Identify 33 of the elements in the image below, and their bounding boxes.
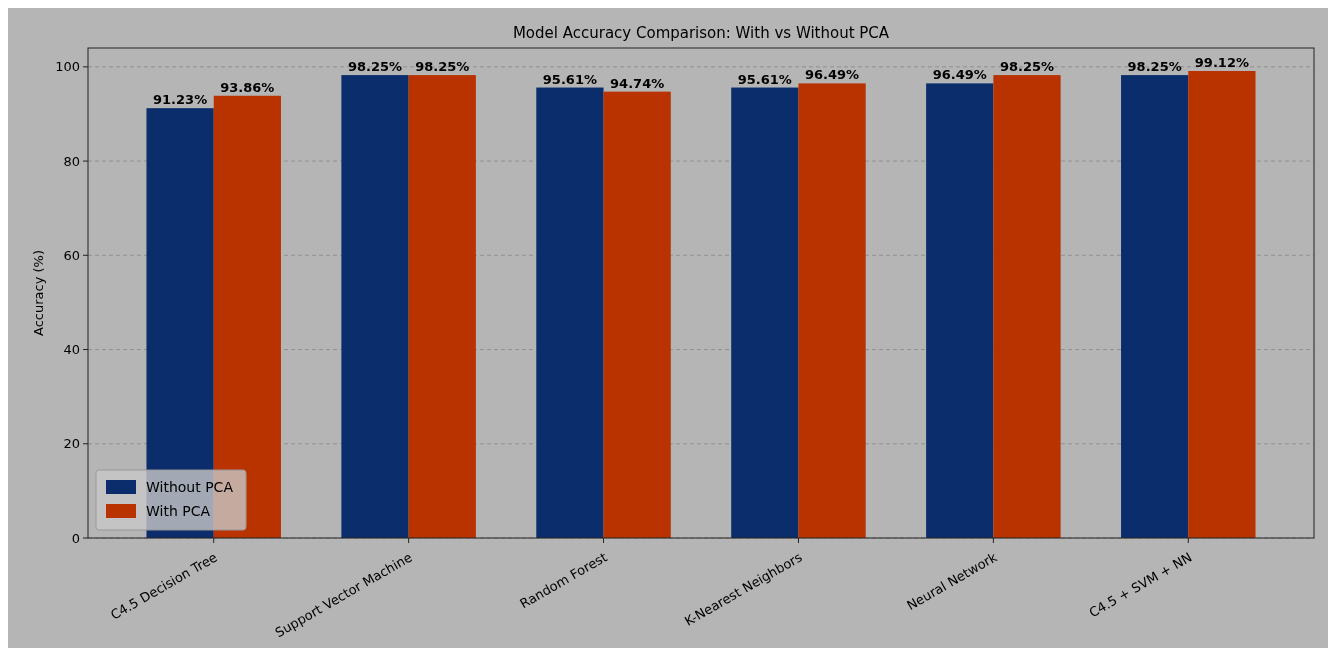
data-label: 93.86% — [220, 79, 275, 95]
legend-label: With PCA — [146, 502, 211, 519]
y-tick-label: 0 — [71, 530, 80, 546]
bar — [993, 75, 1061, 538]
bar — [408, 75, 476, 538]
legend-label: Without PCA — [146, 478, 234, 495]
bar — [798, 83, 866, 538]
data-label: 95.61% — [542, 71, 597, 87]
bar — [536, 87, 604, 538]
y-axis-title: Accuracy (%) — [31, 250, 46, 336]
y-tick-label: 80 — [63, 153, 80, 169]
chart-title: Model Accuracy Comparison: With vs Without PCA — [512, 24, 890, 42]
data-label: 91.23% — [153, 92, 208, 108]
bar — [1121, 75, 1189, 538]
data-label: 98.25% — [999, 59, 1055, 75]
data-label: 98.25% — [347, 59, 403, 75]
bar — [603, 91, 671, 538]
data-label: 96.49% — [932, 67, 987, 83]
data-label: 96.49% — [805, 67, 860, 83]
data-label: 94.74% — [610, 75, 665, 91]
bar — [341, 75, 409, 538]
y-tick-label: 60 — [63, 247, 80, 263]
y-tick-label: 40 — [63, 342, 80, 358]
bar — [731, 87, 799, 538]
y-tick-label: 20 — [63, 436, 80, 452]
data-label: 98.25% — [1127, 59, 1182, 75]
bar — [926, 83, 994, 538]
y-tick-label: 100 — [55, 59, 80, 75]
bar — [1188, 70, 1256, 538]
data-label: 95.61% — [737, 71, 792, 87]
data-label: 98.25% — [415, 59, 470, 75]
x-tick-label: C4.5 + SVM + NN — [1086, 549, 1195, 621]
data-label: 99.12% — [1194, 54, 1249, 70]
